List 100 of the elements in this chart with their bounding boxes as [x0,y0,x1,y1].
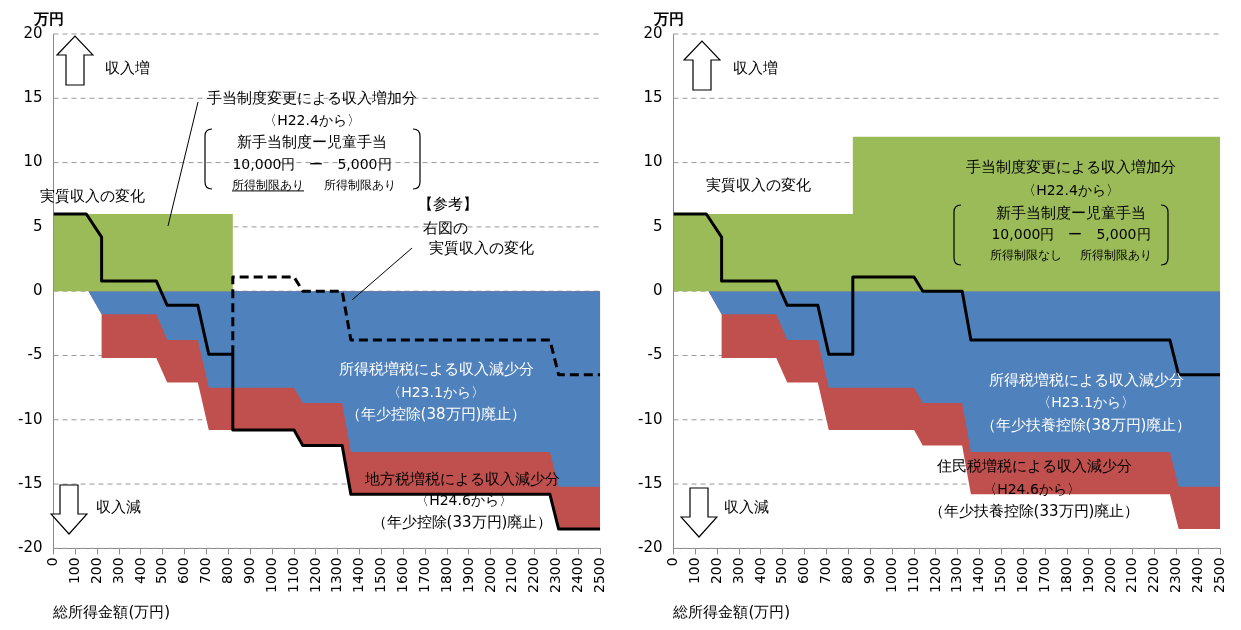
annotation: 〈H23.1から〉 [387,384,485,401]
x-axis-title: 総所得金額(万円) [52,602,171,621]
annotation: 実質収入の変化 [705,175,811,194]
x-tick-label: 1400 [970,557,987,594]
y-tick-label: -5 [647,345,663,364]
x-tick-label: 1700 [1035,557,1052,594]
x-tick-label: 200 [87,557,104,585]
annotation: （年少扶養控除(38万円)廃止） [980,415,1192,434]
y-tick-label: -10 [638,409,663,428]
x-tick-label: 100 [66,557,83,585]
x-tick-label: 1200 [926,557,943,594]
x-axis-title: 総所得金額(万円) [672,602,791,621]
x-tick-label: 2400 [1188,557,1205,594]
y-tick-label: 10 [23,152,43,171]
x-tick-label: 1800 [437,557,454,594]
x-tick-label: 1600 [1014,557,1031,594]
x-tick-label: 1000 [882,557,899,594]
x-tick-label: 2200 [525,557,542,594]
annotation: 〈H24.6から〉 [983,481,1081,498]
annotation: 〈H23.1から〉 [1037,394,1135,411]
annotation: 所得制限あり [232,178,304,193]
x-tick-label: 100 [686,557,703,585]
annotation: 収入減 [95,497,141,516]
x-tick-label: 2400 [568,557,585,594]
x-tick-label: 1900 [1079,557,1096,594]
x-tick-label: 2000 [1101,557,1118,594]
x-tick-label: 1100 [904,557,921,594]
x-tick-label: 2500 [1210,557,1227,594]
x-tick-label: 1500 [372,557,389,594]
x-tick-label: 1400 [350,557,367,594]
annotation: 新手当制度ー児童手当 [237,132,387,151]
annotation: （年少控除(33万円)廃止） [371,512,553,531]
annotation: 10,000円 ー 5,000円 [232,156,392,173]
x-tick-label: 1500 [992,557,1009,594]
x-tick-label: 1000 [262,557,279,594]
x-tick-label: 200 [707,557,724,585]
x-tick-label: 2100 [1123,557,1140,594]
x-tick-label: 2300 [1167,557,1184,594]
annotation: 所得制限なし [990,248,1062,263]
y-tick-label: -20 [638,538,663,557]
annotation: 〈H22.4から〉 [263,112,361,129]
x-tick-label: 2000 [481,557,498,594]
x-tick-label: 0 [664,557,681,567]
annotation: 住民税増税による収入減少分 [936,456,1132,475]
x-tick-label: 500 [773,557,790,585]
annotation: 手当制度変更による収入増加分 [966,157,1176,176]
x-tick-label: 1600 [394,557,411,594]
x-tick-label: 400 [751,557,768,585]
annotation: 手当制度変更による収入増加分 [207,88,417,107]
annotation: 収入増 [104,58,150,77]
annotation: 所得税増税による収入減少分 [988,370,1184,389]
y-tick-label: 0 [32,281,43,300]
annotation: 右図の [422,218,468,237]
annotation: 収入減 [723,497,769,516]
annotation: 【参考】 [418,194,478,213]
x-tick-label: 300 [109,557,126,585]
annotation: 実質収入の変化 [39,186,145,205]
x-tick-label: 2500 [590,557,607,594]
y-tick-label: 15 [23,88,43,107]
y-tick-label: 5 [32,216,43,235]
annotation: （年少扶養控除(33万円)廃止） [928,501,1140,520]
x-tick-label: 800 [839,557,856,585]
y-tick-label: 0 [652,281,663,300]
x-tick-label: 2200 [1145,557,1162,594]
annotation: 新手当制度ー児童手当 [996,203,1146,222]
y-tick-label: 10 [643,152,663,171]
x-tick-label: 2300 [547,557,564,594]
annotation: 実質収入の変化 [428,238,534,257]
annotation: 10,000円 ー 5,000円 [991,226,1151,243]
annotation: 所得制限あり [1080,248,1152,263]
x-tick-label: 700 [817,557,834,585]
y-tick-label: -10 [18,409,43,428]
y-tick-label: -5 [27,345,43,364]
x-tick-label: 1200 [306,557,323,594]
x-tick-label: 700 [197,557,214,585]
x-tick-label: 1300 [328,557,345,594]
x-tick-label: 1800 [1057,557,1074,594]
annotation: 所得税増税による収入減少分 [338,359,534,378]
x-tick-label: 800 [219,557,236,585]
x-tick-label: 400 [131,557,148,585]
y-tick-label: -20 [18,538,43,557]
x-tick-label: 1300 [948,557,965,594]
y-tick-label: -15 [18,473,43,492]
x-tick-label: 1900 [459,557,476,594]
annotation: 〈H22.4から〉 [1022,182,1120,199]
x-tick-label: 300 [729,557,746,585]
y-tick-label: 15 [643,88,663,107]
annotation: 収入増 [732,58,778,77]
x-tick-label: 600 [795,557,812,585]
annotation: （年少控除(38万円)廃止） [345,404,527,423]
y-tick-label: -15 [638,473,663,492]
x-tick-label: 500 [153,557,170,585]
x-tick-label: 900 [860,557,877,585]
x-tick-label: 600 [175,557,192,585]
annotation: 所得制限あり [324,178,396,193]
x-tick-label: 1100 [284,557,301,594]
x-tick-label: 2100 [503,557,520,594]
x-tick-label: 900 [240,557,257,585]
x-tick-label: 0 [44,557,61,567]
y-tick-label: 5 [652,216,663,235]
